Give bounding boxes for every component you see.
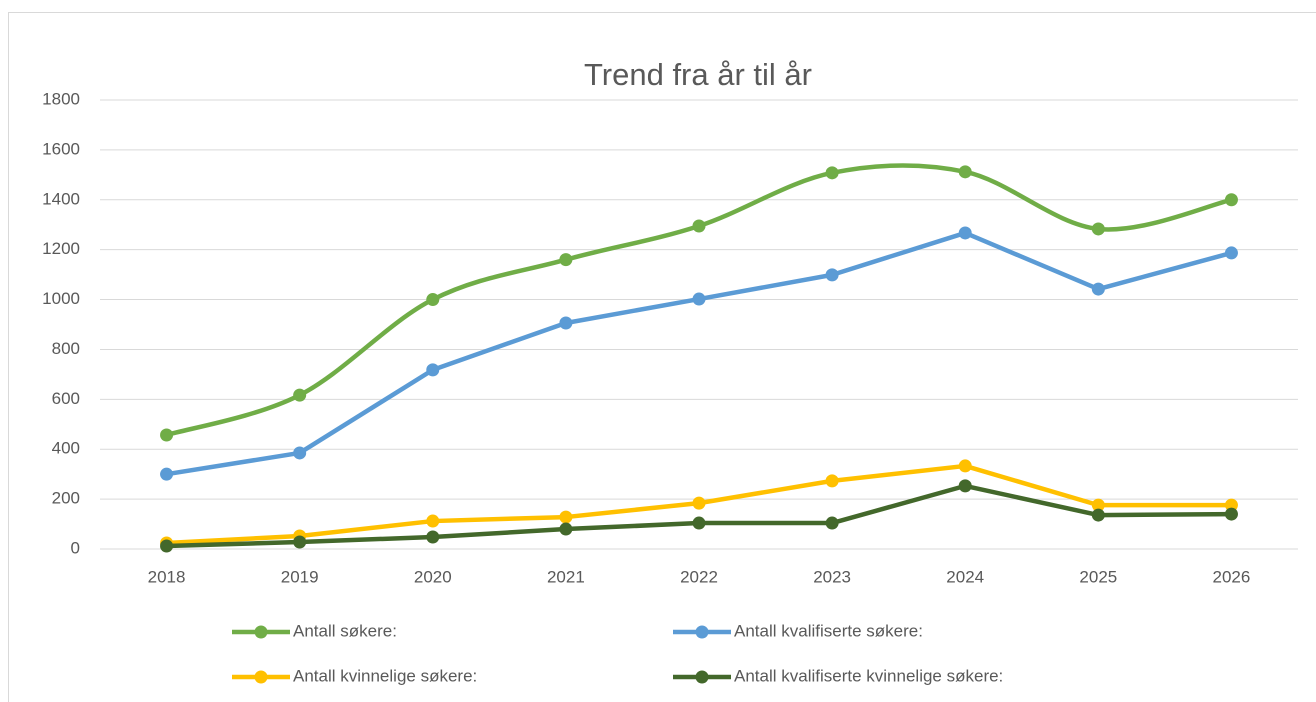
data-point	[160, 539, 174, 553]
data-point	[426, 363, 440, 377]
data-point	[958, 459, 972, 473]
data-point	[692, 496, 706, 510]
y-tick-label: 0	[71, 538, 80, 557]
chart-title: Trend fra år til år	[584, 57, 812, 92]
legend-label: Antall kvalifiserte søkere:	[734, 621, 923, 640]
data-point	[958, 479, 972, 493]
y-tick-label: 200	[52, 489, 80, 508]
data-point	[559, 510, 573, 524]
data-point	[293, 388, 307, 402]
data-point	[1224, 193, 1238, 207]
x-tick-label: 2018	[148, 567, 186, 586]
x-tick-label: 2026	[1213, 567, 1251, 586]
data-point	[692, 219, 706, 233]
x-tick-label: 2023	[813, 567, 851, 586]
data-point	[559, 253, 573, 267]
x-tick-label: 2019	[281, 567, 319, 586]
x-tick-label: 2022	[680, 567, 718, 586]
y-tick-label: 1600	[42, 139, 80, 158]
data-point	[1091, 222, 1105, 236]
data-point	[958, 226, 972, 240]
y-tick-label: 1000	[42, 289, 80, 308]
series-line	[164, 230, 1234, 477]
data-point	[1091, 498, 1105, 512]
data-point	[692, 292, 706, 306]
x-tick-label: 2021	[547, 567, 585, 586]
data-point	[1091, 508, 1105, 522]
data-point	[692, 516, 706, 530]
legend-label: Antall kvinnelige søkere:	[293, 666, 477, 685]
legend-marker	[695, 625, 709, 639]
data-point	[825, 516, 839, 530]
y-tick-label: 600	[52, 389, 80, 408]
y-tick-label: 800	[52, 339, 80, 358]
data-point	[1224, 498, 1238, 512]
data-point	[1091, 282, 1105, 296]
data-point	[559, 316, 573, 330]
legend-label: Antall søkere:	[293, 621, 397, 640]
data-point	[160, 428, 174, 442]
data-point	[160, 467, 174, 481]
data-point	[1224, 507, 1238, 521]
y-tick-label: 1400	[42, 189, 80, 208]
data-point	[559, 522, 573, 536]
data-point	[825, 474, 839, 488]
data-point	[293, 535, 307, 549]
x-tick-label: 2020	[414, 567, 452, 586]
legend-marker	[695, 670, 709, 684]
data-point	[958, 165, 972, 179]
x-tick-label: 2024	[946, 567, 984, 586]
y-tick-label: 1800	[42, 89, 80, 108]
legend-marker	[254, 670, 268, 684]
legend-marker	[254, 625, 268, 639]
data-point	[426, 530, 440, 544]
data-point	[426, 514, 440, 528]
data-point	[825, 268, 839, 282]
y-tick-label: 400	[52, 439, 80, 458]
x-tick-label: 2025	[1079, 567, 1117, 586]
series-line	[164, 483, 1234, 549]
legend-label: Antall kvalifiserte kvinnelige søkere:	[734, 666, 1003, 685]
data-point	[1224, 246, 1238, 260]
y-tick-label: 1200	[42, 239, 80, 258]
data-point	[293, 446, 307, 460]
data-point	[825, 166, 839, 180]
chart-border	[8, 12, 1316, 702]
data-point	[426, 293, 440, 307]
